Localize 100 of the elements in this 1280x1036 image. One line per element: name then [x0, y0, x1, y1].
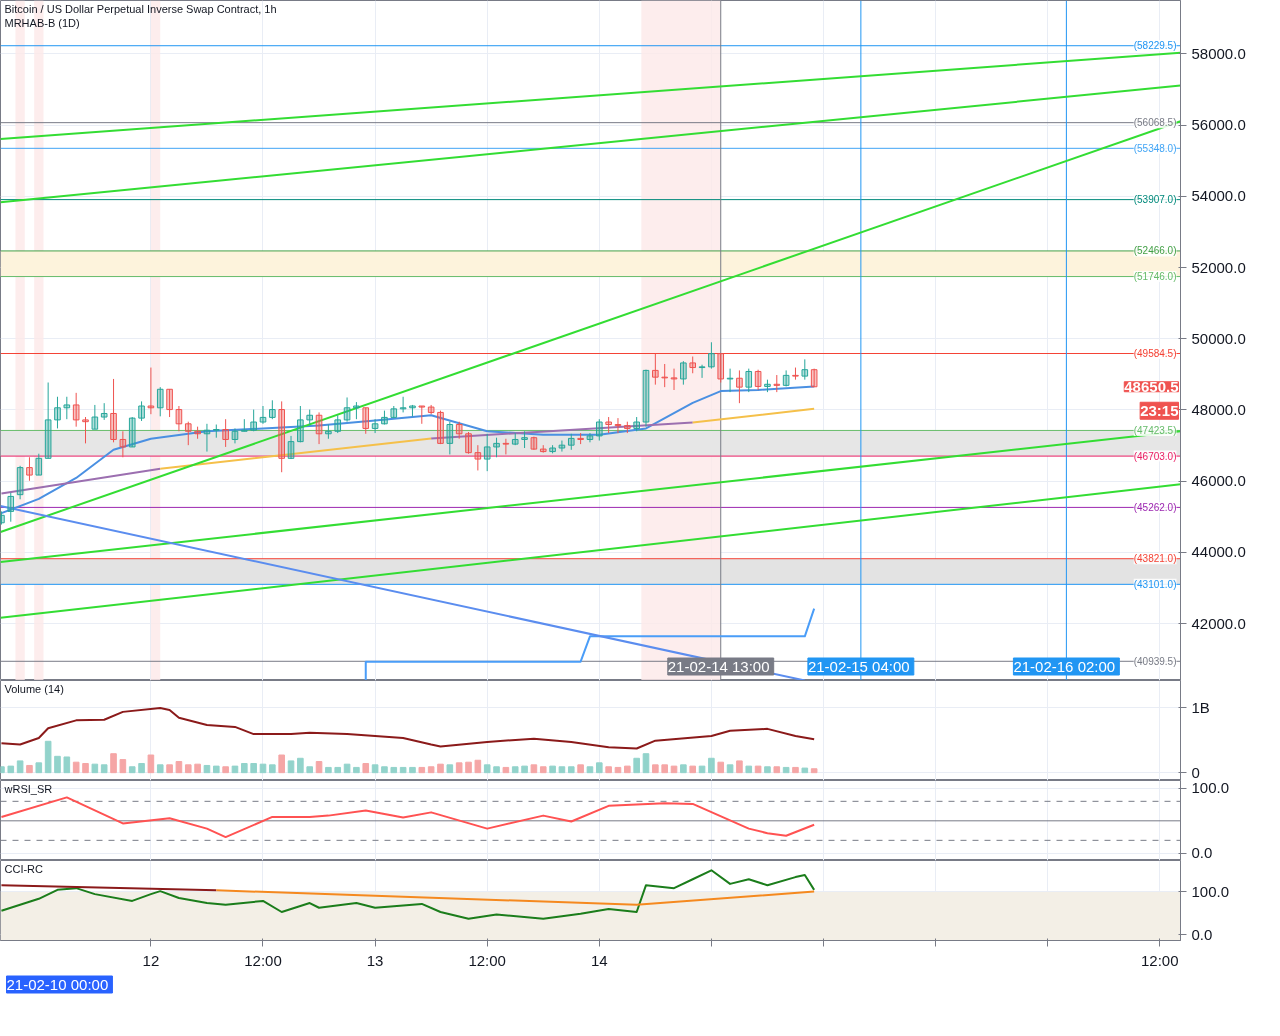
- bar: [353, 766, 360, 774]
- ref-line-label: (43101.0): [1133, 578, 1177, 590]
- bar: [745, 765, 753, 774]
- candlestick: [792, 367, 799, 381]
- candlestick: [539, 444, 547, 454]
- bar: [652, 764, 659, 774]
- chart-title: Volume (14): [4, 682, 64, 695]
- ref-line-label: (45262.0): [1133, 501, 1177, 513]
- bar: [446, 764, 454, 774]
- ref-line-label: (51746.0): [1133, 271, 1177, 283]
- bar: [614, 766, 622, 774]
- chart-title: wRSI_SR: [3, 782, 53, 795]
- candlestick: [35, 453, 43, 476]
- bar: [567, 766, 575, 774]
- bar: [138, 763, 145, 774]
- bar: [810, 768, 818, 774]
- candlestick: [652, 353, 659, 386]
- ref-line-label: 21-02-14 13:00: [667, 658, 770, 675]
- annotation: 48650.5: [1124, 377, 1179, 395]
- bar: [297, 757, 304, 774]
- candlestick: [586, 432, 594, 443]
- bar: [128, 766, 136, 774]
- candlestick: [409, 404, 416, 417]
- bar: [250, 763, 257, 774]
- candlestick: [493, 437, 500, 458]
- bar: [633, 757, 640, 774]
- candlestick: [418, 405, 426, 425]
- candlestick: [446, 421, 454, 455]
- bar: [521, 765, 528, 774]
- bar: [680, 764, 687, 774]
- bar: [91, 763, 99, 774]
- y-tick-label: 50000.0: [1191, 329, 1246, 347]
- candlestick: [119, 430, 127, 458]
- bar: [642, 753, 650, 774]
- y-tick-label: 42000.0: [1191, 614, 1246, 632]
- annotation: 23:15: [1140, 402, 1179, 420]
- bar: [231, 765, 239, 774]
- candlestick: [502, 438, 510, 455]
- bar: [44, 740, 52, 774]
- bar: [708, 757, 715, 774]
- ref-line-label: (46703.0): [1133, 450, 1177, 462]
- bar: [194, 763, 201, 774]
- y-tick-label: 52000.0: [1191, 258, 1246, 276]
- bar: [717, 761, 725, 774]
- bar: [418, 766, 426, 774]
- ref-line-label: 21-02-16 02:00: [1013, 658, 1116, 675]
- candlestick: [633, 416, 640, 432]
- candlestick: [297, 405, 304, 443]
- ref-line-label: (40939.5): [1133, 655, 1177, 667]
- bar: [736, 760, 743, 774]
- candlestick: [465, 431, 472, 455]
- candlestick: [427, 404, 435, 415]
- bar: [7, 765, 15, 774]
- candlestick: [334, 414, 342, 434]
- bar: [465, 761, 472, 774]
- candlestick: [642, 369, 650, 428]
- bar: [427, 766, 435, 774]
- candlestick: [250, 409, 257, 432]
- candlestick: [147, 367, 155, 415]
- y-tick-label: 1B: [1191, 698, 1210, 716]
- candlestick: [605, 416, 612, 434]
- candlestick: [390, 405, 398, 419]
- candlestick: [269, 399, 276, 420]
- candlestick: [362, 407, 370, 435]
- bar: [792, 766, 799, 774]
- bar: [203, 764, 211, 774]
- candlestick: [306, 409, 314, 426]
- candlestick: [26, 456, 33, 482]
- bar: [54, 755, 61, 774]
- ref-line-label: (53907.0): [1133, 194, 1177, 206]
- candlestick: [16, 465, 24, 500]
- candlestick: [166, 388, 173, 418]
- candlestick: [726, 368, 734, 393]
- bar: [764, 766, 771, 774]
- ref-line-label: (56068.5): [1133, 117, 1177, 129]
- bar: [577, 764, 584, 774]
- bar: [306, 766, 314, 774]
- bar: [474, 759, 482, 774]
- y-tick-label: 56000.0: [1191, 116, 1246, 134]
- bar: [493, 766, 500, 774]
- bar: [166, 764, 173, 774]
- candlestick: [558, 440, 566, 453]
- bar: [502, 766, 510, 774]
- candlestick: [278, 400, 285, 473]
- chart-title: CCI-RC: [4, 862, 44, 875]
- candlestick: [44, 382, 52, 459]
- ref-line-label: 21-02-15 04:00: [807, 658, 910, 675]
- candlestick: [194, 426, 201, 440]
- bar: [147, 754, 155, 774]
- bar: [72, 761, 80, 774]
- candlestick: [577, 432, 584, 445]
- x-tick-label: 12: [142, 951, 160, 969]
- ref-line-label: (49584.5): [1133, 348, 1177, 360]
- y-tick-label: 0.0: [1191, 925, 1213, 943]
- bar: [773, 766, 781, 774]
- bar: [624, 765, 631, 774]
- text: MRHAB-B (1D): [4, 16, 80, 29]
- candlestick: [661, 363, 668, 388]
- bar: [362, 763, 370, 774]
- candlestick: [54, 396, 61, 429]
